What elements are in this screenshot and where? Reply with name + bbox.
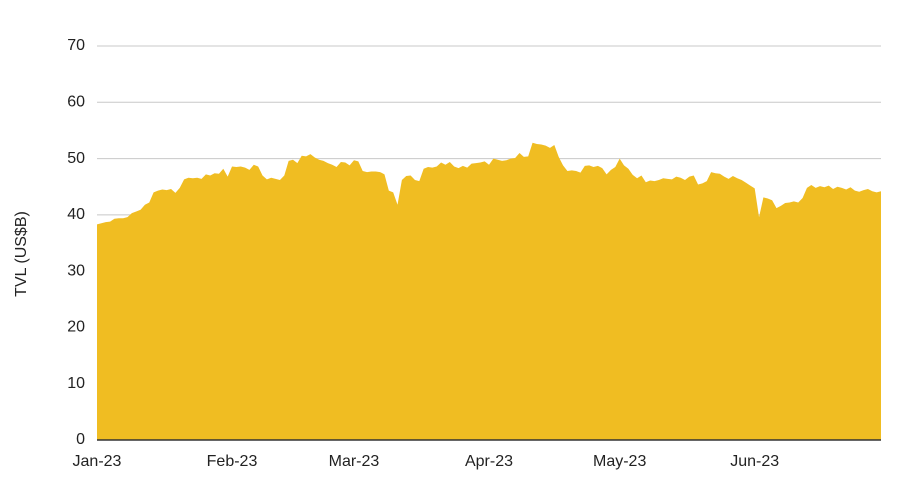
x-tick-label: Mar-23 (329, 453, 380, 470)
y-tick-label: 70 (67, 37, 85, 54)
x-tick-label: Jan-23 (73, 453, 122, 470)
x-tick-label: Jun-23 (730, 453, 779, 470)
y-tick-label: 30 (67, 262, 85, 279)
x-tick-label: Feb-23 (207, 453, 258, 470)
x-tick-label: May-23 (593, 453, 646, 470)
y-axis-title: TVL (US$B) (13, 211, 30, 297)
y-tick-label: 60 (67, 94, 85, 111)
y-tick-label: 50 (67, 150, 85, 167)
x-tick-label: Apr-23 (465, 453, 513, 470)
y-tick-label: 0 (76, 431, 85, 448)
area (97, 142, 881, 440)
y-tick-label: 10 (67, 375, 85, 392)
y-tick-label: 40 (67, 206, 85, 223)
y-tick-label: 20 (67, 319, 85, 336)
